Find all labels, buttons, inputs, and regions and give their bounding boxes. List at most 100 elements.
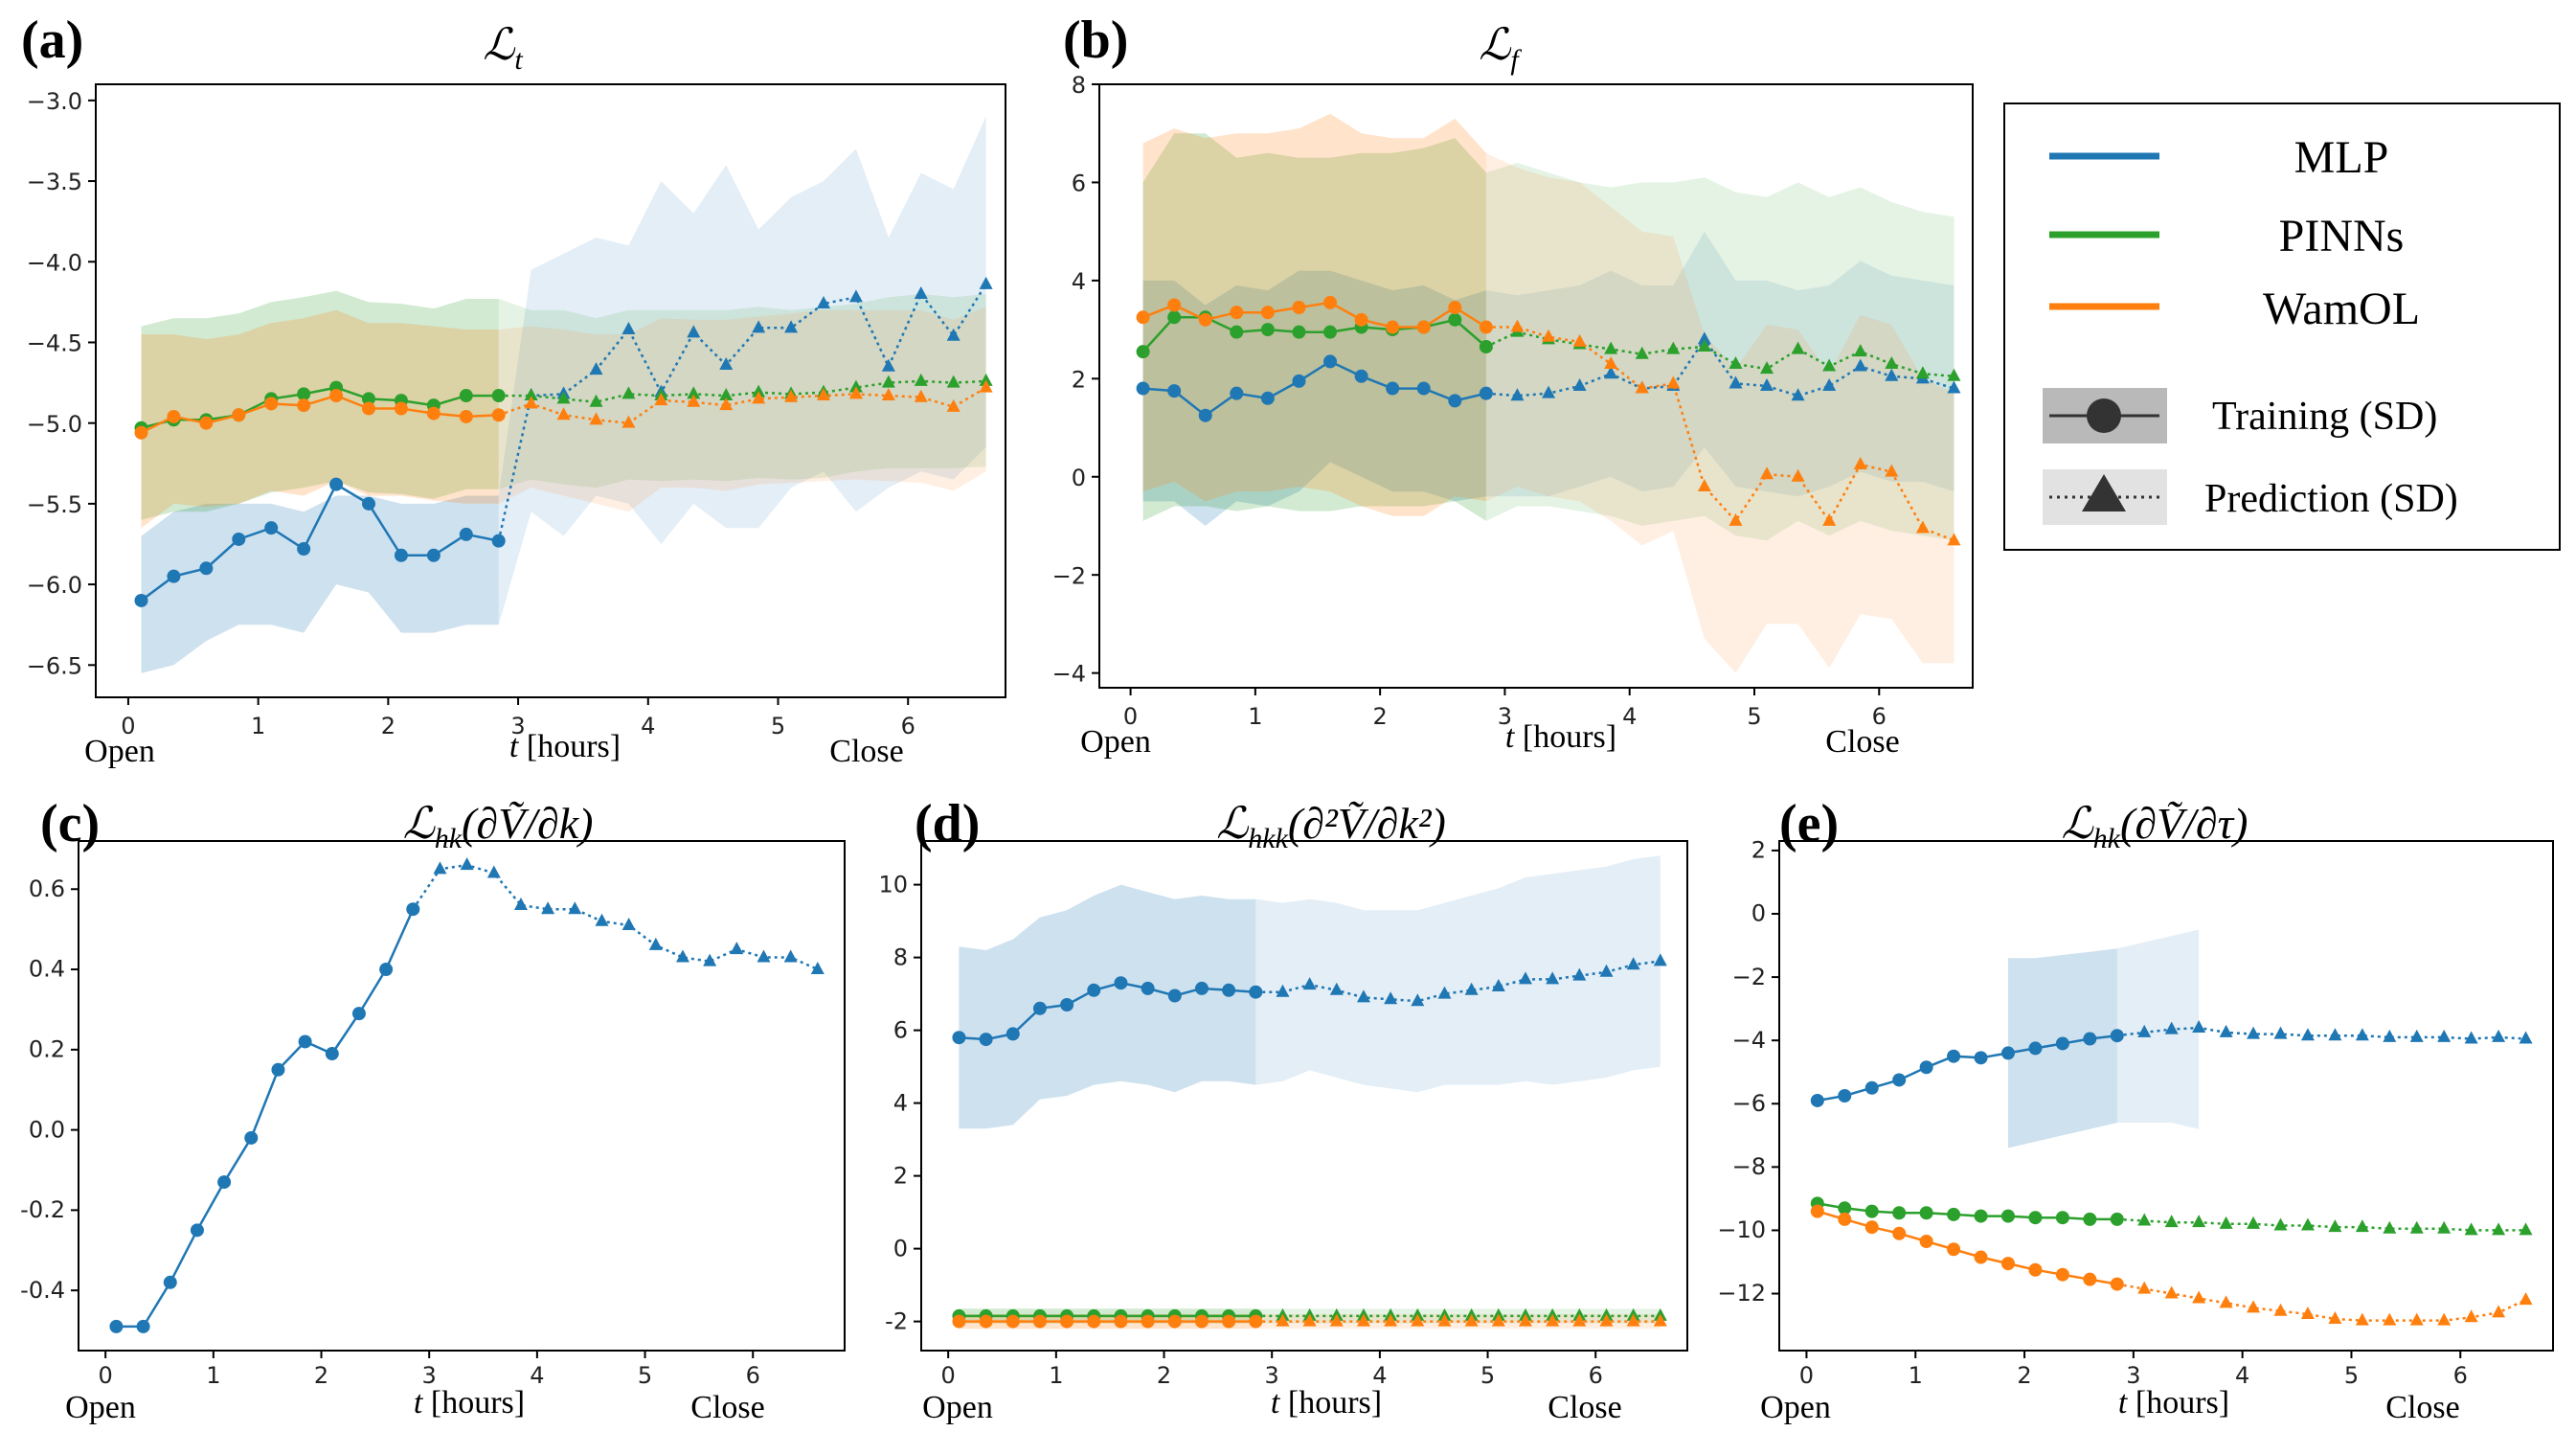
mlp-prediction-point [433, 861, 447, 875]
mlp-prediction-point [1947, 380, 1961, 394]
mlp-training-point [952, 1031, 966, 1045]
wamol-training-point [199, 416, 214, 430]
mlp-prediction-point [1491, 979, 1505, 991]
pinns-prediction-point [1604, 341, 1618, 354]
x-axis-label: t [hours] [509, 729, 621, 764]
mlp-training-line [116, 908, 415, 1329]
pinns-training-point [491, 389, 506, 403]
pinns-training-point [362, 392, 375, 406]
wamol-prediction-point [848, 386, 863, 399]
wamol-training-point [2055, 1267, 2069, 1282]
mlp-training-point [199, 561, 214, 576]
wamol-prediction-point [1915, 520, 1930, 534]
wamol-prediction-point [1542, 329, 1556, 342]
mlp-prediction-point [1356, 989, 1370, 1003]
mlp-prediction-point [881, 358, 895, 372]
wamol-prediction-point [1791, 468, 1805, 482]
mlp-prediction-point [589, 362, 603, 375]
x-tick-label: 4 [641, 713, 655, 739]
pinns-training-point [1974, 1209, 1988, 1223]
mlp-prediction-sd-band [2116, 929, 2200, 1129]
wamol-training-point [1864, 1220, 1879, 1235]
pinns-training-sd-band [141, 290, 499, 520]
open-label: Open [1760, 1390, 1831, 1425]
pinns-training-line [1817, 1202, 2117, 1221]
legend-wamol-label: WamOL [2263, 284, 2420, 334]
pinns-prediction-point [848, 379, 863, 393]
wamol-training-point [1032, 1314, 1047, 1329]
x-axis-label: t [hours] [2118, 1385, 2229, 1421]
pinns-prediction-point [2519, 1222, 2533, 1236]
wamol-training-point [1354, 312, 1368, 327]
panel-title: ℒf [1479, 20, 1522, 76]
x-tick-label: 3 [422, 1362, 437, 1389]
wamol-prediction-point [2164, 1285, 2179, 1299]
axes-frame [920, 840, 1688, 1352]
mlp-training-point [1032, 1001, 1047, 1015]
mlp-prediction-point [2300, 1028, 2315, 1041]
pinns-prediction-point [946, 375, 960, 388]
pinns-training-point [1323, 325, 1338, 339]
axes-frame [78, 840, 846, 1352]
x-tick-label: 5 [1480, 1362, 1495, 1389]
x-tick-label: 0 [941, 1362, 956, 1389]
mlp-prediction-line [2116, 1026, 2526, 1040]
wamol-prediction-point [1572, 333, 1587, 347]
wamol-prediction-point [2219, 1295, 2233, 1308]
y-tick-label: −6.5 [27, 652, 82, 679]
mlp-training-sd-band [959, 884, 1256, 1129]
wamol-training-point [1260, 306, 1275, 320]
wamol-prediction-line [498, 386, 987, 424]
wamol-training-point [297, 398, 311, 413]
mlp-training-point [979, 1033, 993, 1047]
mlp-prediction-point [1885, 368, 1899, 381]
mlp-training-point [163, 1275, 177, 1289]
mlp-training-point [1194, 981, 1209, 995]
y-tick-label: −5.0 [27, 411, 82, 438]
pinns-prediction-point [524, 388, 538, 401]
wamol-prediction-point [1384, 1313, 1398, 1327]
pinns-prediction-point [914, 373, 928, 386]
mlp-prediction-point [568, 901, 582, 915]
close-label: Close [1548, 1390, 1621, 1425]
panel-title: ℒhk(∂Ṽ/∂k) [403, 799, 594, 854]
mlp-prediction-point [648, 937, 663, 950]
x-tick-label: 5 [2344, 1362, 2359, 1389]
mlp-training-point [1006, 1027, 1020, 1041]
mlp-training-point [426, 548, 441, 562]
wamol-training-point [1448, 301, 1462, 315]
panel-a: (a) ℒt 0 1 2 3 4 5 6 −6.5 −6.0 −5.5 −5.0 −4.5 −4.0 −3.5… [21, 11, 1006, 769]
wamol-prediction-point [1729, 512, 1743, 526]
open-label: Open [1080, 724, 1151, 760]
mlp-training-point [271, 1062, 285, 1077]
plot-area [1810, 929, 2533, 1326]
pinns-training-point [2028, 1211, 2043, 1225]
x-tick-label: 4 [2235, 1362, 2249, 1389]
wamol-training-point [1222, 1314, 1236, 1329]
open-label: Open [922, 1390, 993, 1425]
wamol-prediction-point [719, 398, 734, 411]
close-label: Close [1825, 724, 1899, 760]
mlp-training-point [232, 532, 246, 546]
wamol-training-point [1323, 295, 1338, 309]
mlp-training-point [1230, 386, 1244, 400]
mlp-training-point [109, 1319, 124, 1333]
pinns-prediction-point [1885, 355, 1899, 369]
close-label: Close [690, 1390, 764, 1425]
mlp-prediction-point [1572, 378, 1587, 391]
panel-title: ℒhkk(∂²Ṽ/∂k²) [1216, 799, 1446, 854]
x-tick-label: 1 [1248, 703, 1262, 730]
mlp-prediction-point [1510, 388, 1525, 401]
mlp-training-point [297, 542, 311, 557]
mlp-training-point [1249, 985, 1263, 999]
mlp-training-point [190, 1223, 204, 1238]
mlp-prediction-point [730, 942, 744, 955]
wamol-prediction-point [1276, 1313, 1290, 1327]
mlp-prediction-point [752, 320, 766, 333]
x-tick-label: 3 [510, 713, 525, 739]
mlp-prediction-point [2492, 1029, 2506, 1042]
x-tick-label: 4 [1622, 703, 1637, 730]
mlp-prediction-point [2219, 1024, 2233, 1037]
legend-pinns-label: PINNs [2279, 211, 2405, 261]
pinns-prediction-point [1947, 368, 1961, 381]
